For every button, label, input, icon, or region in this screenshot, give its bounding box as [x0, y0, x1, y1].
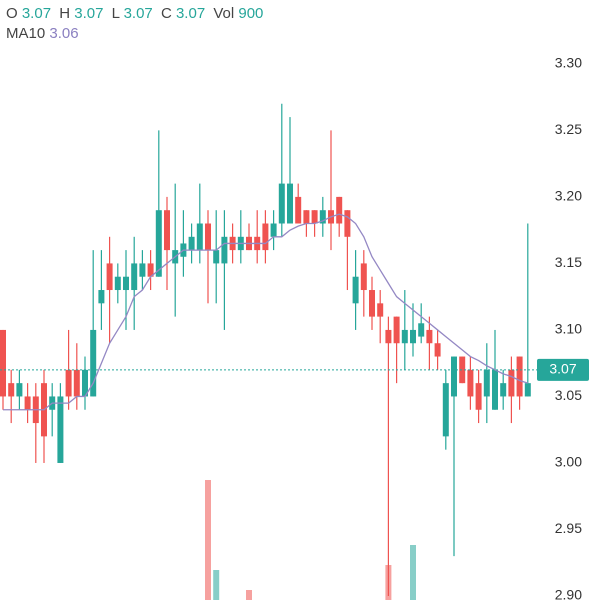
candle-body: [393, 316, 400, 344]
candle-body: [98, 290, 105, 304]
candle-body: [114, 276, 121, 291]
candle-body: [426, 329, 433, 344]
candle-body: [196, 223, 203, 251]
volume-bar: [246, 590, 252, 600]
candle-body: [483, 369, 490, 397]
candle-body: [8, 383, 15, 397]
value: 3.07: [74, 5, 104, 22]
y-tick-label: 3.05: [555, 387, 582, 403]
candle-body: [295, 196, 302, 224]
candle-body: [385, 329, 392, 344]
candle-body: [492, 369, 498, 410]
candle-body: [123, 276, 129, 291]
candle-body: [16, 383, 23, 397]
candle-body: [344, 210, 351, 237]
legend-header: O 3.07 H 3.07 L 3.07 C 3.07 Vol 900 MA10…: [6, 4, 267, 44]
candle-body: [475, 383, 482, 410]
label: H: [59, 5, 71, 22]
candle-body: [451, 356, 457, 397]
value: 3.07: [175, 5, 206, 22]
candle-body: [508, 369, 515, 397]
candle-body: [147, 263, 154, 277]
candle-body: [262, 223, 269, 251]
candle-body: [459, 356, 466, 384]
ma-row: MA10 3.06: [6, 24, 267, 44]
y-tick-label: 3.20: [555, 188, 582, 204]
ma-line: [3, 213, 529, 411]
y-tick-label: 3.15: [555, 254, 582, 270]
candle-body: [319, 210, 326, 224]
candle-body: [524, 383, 531, 397]
candle-body: [336, 196, 343, 224]
candle-body: [401, 329, 408, 344]
candle-body: [0, 329, 6, 397]
value: 3.07: [21, 5, 52, 22]
y-tick-label: 2.90: [555, 587, 582, 600]
candle-body: [221, 236, 228, 264]
candle-body: [270, 223, 277, 237]
candle-body: [377, 303, 384, 317]
candle-body: [418, 323, 425, 337]
volume-bar: [213, 570, 220, 600]
candle-body: [57, 396, 64, 463]
label: C: [160, 5, 172, 22]
candle-body: [24, 396, 31, 410]
candle-body: [164, 210, 170, 251]
label: O: [6, 5, 18, 22]
value: 3.07: [123, 5, 153, 22]
candle-body: [139, 263, 146, 277]
y-tick-label: 3.25: [555, 121, 582, 137]
candle-body: [106, 263, 113, 291]
candle-body: [278, 183, 285, 224]
candle-body: [500, 383, 507, 397]
price-tag-bg: [537, 358, 589, 381]
candle-body: [410, 329, 416, 344]
label: MA10: [6, 25, 46, 42]
candle-body: [287, 183, 293, 224]
y-tick-label: 3.10: [555, 321, 582, 337]
value: 3.06: [49, 25, 79, 42]
candle-body: [369, 290, 375, 317]
candle-body: [360, 263, 367, 291]
candle-body: [303, 210, 310, 224]
candle-body: [131, 263, 138, 291]
volume-bar: [205, 480, 211, 600]
candle-body: [352, 276, 359, 304]
value: 900: [238, 5, 264, 22]
label: L: [111, 5, 120, 22]
candle-body: [442, 383, 449, 437]
candle-body: [73, 369, 80, 397]
ohlc-row: O 3.07 H 3.07 L 3.07 C 3.07 Vol 900: [6, 4, 267, 24]
candle-body: [467, 369, 474, 397]
volume-bar: [410, 545, 416, 600]
candle-body: [434, 343, 441, 357]
y-tick-label: 3.30: [555, 55, 582, 71]
label: Vol: [213, 5, 235, 22]
y-tick-label: 2.95: [555, 520, 582, 536]
candle-body: [311, 210, 318, 224]
y-tick-label: 3.00: [555, 454, 582, 470]
candle-body: [516, 356, 523, 397]
candle-body: [82, 369, 88, 397]
candle-body: [155, 210, 162, 277]
candle-body: [90, 329, 97, 397]
candle-body: [188, 236, 195, 251]
price-tag: 3.07: [549, 361, 576, 377]
candle-body: [213, 250, 220, 264]
candle-body: [65, 369, 72, 397]
candle-body: [205, 223, 211, 251]
